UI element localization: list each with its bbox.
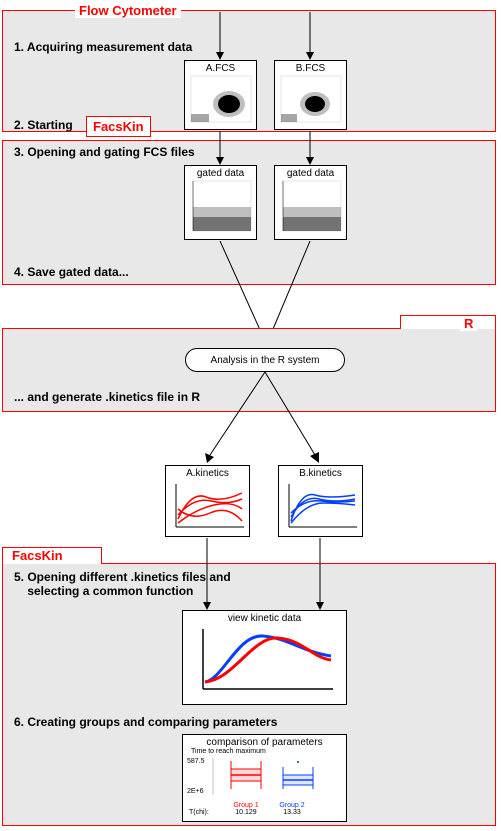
thumb-b-kin-title: B.kinetics xyxy=(279,466,362,479)
arrow-analysis-diverge xyxy=(175,372,355,467)
thumb-a-kin-title: A.kinetics xyxy=(166,466,249,479)
ytop: 587.5 xyxy=(187,758,205,765)
arrow-afcs-gated xyxy=(210,131,230,165)
thumb-a-fcs-title: A.FCS xyxy=(185,61,256,74)
thumb-comparison: comparison of parameters Time to reach m… xyxy=(182,734,347,822)
thumb-view-kin-title: view kinetic data xyxy=(183,611,346,624)
thumb-comparison-title: comparison of parameters xyxy=(183,735,346,748)
arrow-top-b xyxy=(300,12,320,60)
plot-view-kinetic xyxy=(183,624,346,702)
plot-a-kinetics xyxy=(166,479,249,535)
label-r: R xyxy=(460,316,477,331)
comparison-tchi-row: T(chi): 10.129 13.33 xyxy=(183,809,346,816)
arrow-akin-view xyxy=(197,538,217,610)
node-analysis-label: Analysis in the R system xyxy=(211,355,320,366)
comparison-subtitle: Time to reach maximum xyxy=(183,748,346,755)
step-2-prefix: 2. Starting xyxy=(14,118,73,132)
step-4: 4. Save gated data... xyxy=(14,265,129,279)
thumb-gated-a-title: gated data xyxy=(185,166,256,179)
thumb-a-fcs: A.FCS xyxy=(184,60,257,130)
tchi2: 13.33 xyxy=(269,809,315,816)
thumb-b-fcs: B.FCS xyxy=(274,60,347,130)
label-flow-cytometer: Flow Cytometer xyxy=(75,3,181,18)
group1-label: Group 1 xyxy=(223,802,269,809)
thumb-a-kinetics: A.kinetics xyxy=(165,465,250,537)
plot-b-kinetics xyxy=(279,479,362,535)
arrow-top-a xyxy=(210,12,230,60)
tchi1: 10.129 xyxy=(223,809,269,816)
label-facskin-step2: FacsKin xyxy=(86,116,151,137)
gated-a-plot xyxy=(185,179,256,237)
group2-label: Group 2 xyxy=(269,802,315,809)
thumb-gated-b-title: gated data xyxy=(275,166,346,179)
thumb-gated-a: gated data xyxy=(184,165,257,240)
r-tab-box xyxy=(400,315,496,329)
step-6: 6. Creating groups and comparing paramet… xyxy=(14,715,277,729)
tchi-label: T(chi): xyxy=(189,809,223,816)
thumb-b-fcs-title: B.FCS xyxy=(275,61,346,74)
step-1: 1. Acquiring measurement data xyxy=(14,40,192,54)
gated-b-plot xyxy=(275,179,346,237)
step-3: 3. Opening and gating FCS files xyxy=(14,145,195,159)
thumb-view-kinetic: view kinetic data xyxy=(182,610,347,705)
thumb-gated-b: gated data xyxy=(274,165,347,240)
step-4b: ... and generate .kinetics file in R xyxy=(14,390,200,404)
ybot: 2E+6 xyxy=(187,788,204,795)
arrow-bfcs-gated xyxy=(300,131,320,165)
plot-comparison-box: 587.5 2E+6 xyxy=(183,755,346,805)
arrow-bkin-view xyxy=(310,538,330,610)
scatter-b-fcs xyxy=(275,74,346,128)
thumb-b-kinetics: B.kinetics xyxy=(278,465,363,537)
node-analysis: Analysis in the R system xyxy=(185,348,345,372)
scatter-a-fcs xyxy=(185,74,256,128)
label-facskin-bottom: FacsKin xyxy=(8,548,67,563)
